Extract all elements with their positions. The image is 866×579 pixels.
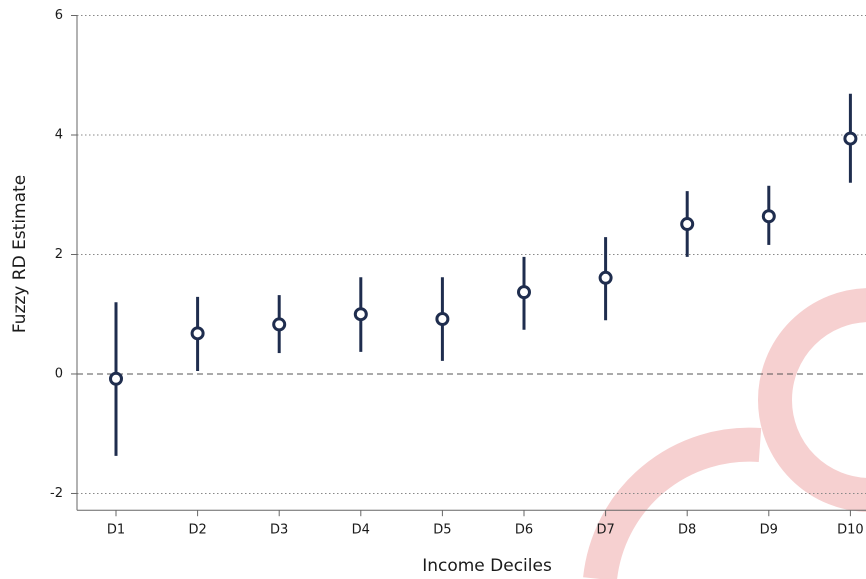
watermark-ring bbox=[758, 288, 866, 512]
y-tick-label: -2 bbox=[50, 486, 63, 501]
y-axis-title: Fuzzy RD Estimate bbox=[10, 175, 30, 333]
watermark bbox=[583, 288, 866, 579]
point bbox=[680, 217, 695, 232]
x-tick-label: D2 bbox=[188, 523, 206, 538]
y-tick-label: 2 bbox=[55, 247, 63, 262]
point bbox=[190, 326, 205, 341]
x-axis-title: Income Deciles bbox=[422, 556, 552, 576]
x-tick-label: D7 bbox=[596, 523, 614, 538]
point bbox=[109, 371, 123, 386]
y-tick-label: 6 bbox=[55, 8, 63, 23]
point bbox=[435, 312, 450, 327]
point bbox=[761, 209, 776, 224]
x-tick-label: D10 bbox=[837, 523, 864, 538]
x-tick-label: D1 bbox=[107, 523, 125, 538]
point bbox=[272, 317, 287, 332]
x-tick-label: D9 bbox=[760, 523, 778, 538]
y-tick-label: 4 bbox=[55, 127, 63, 142]
point bbox=[353, 307, 368, 322]
watermark-arc bbox=[583, 427, 762, 579]
x-tick-label: D4 bbox=[352, 523, 370, 538]
point bbox=[517, 285, 531, 300]
y-tick-label: 0 bbox=[55, 366, 63, 381]
x-tick-label: D5 bbox=[433, 523, 451, 538]
point bbox=[843, 131, 858, 146]
x-tick-label: D6 bbox=[515, 523, 533, 538]
x-tick-label: D8 bbox=[678, 523, 696, 538]
point bbox=[598, 270, 613, 285]
x-tick-label: D3 bbox=[270, 523, 288, 538]
